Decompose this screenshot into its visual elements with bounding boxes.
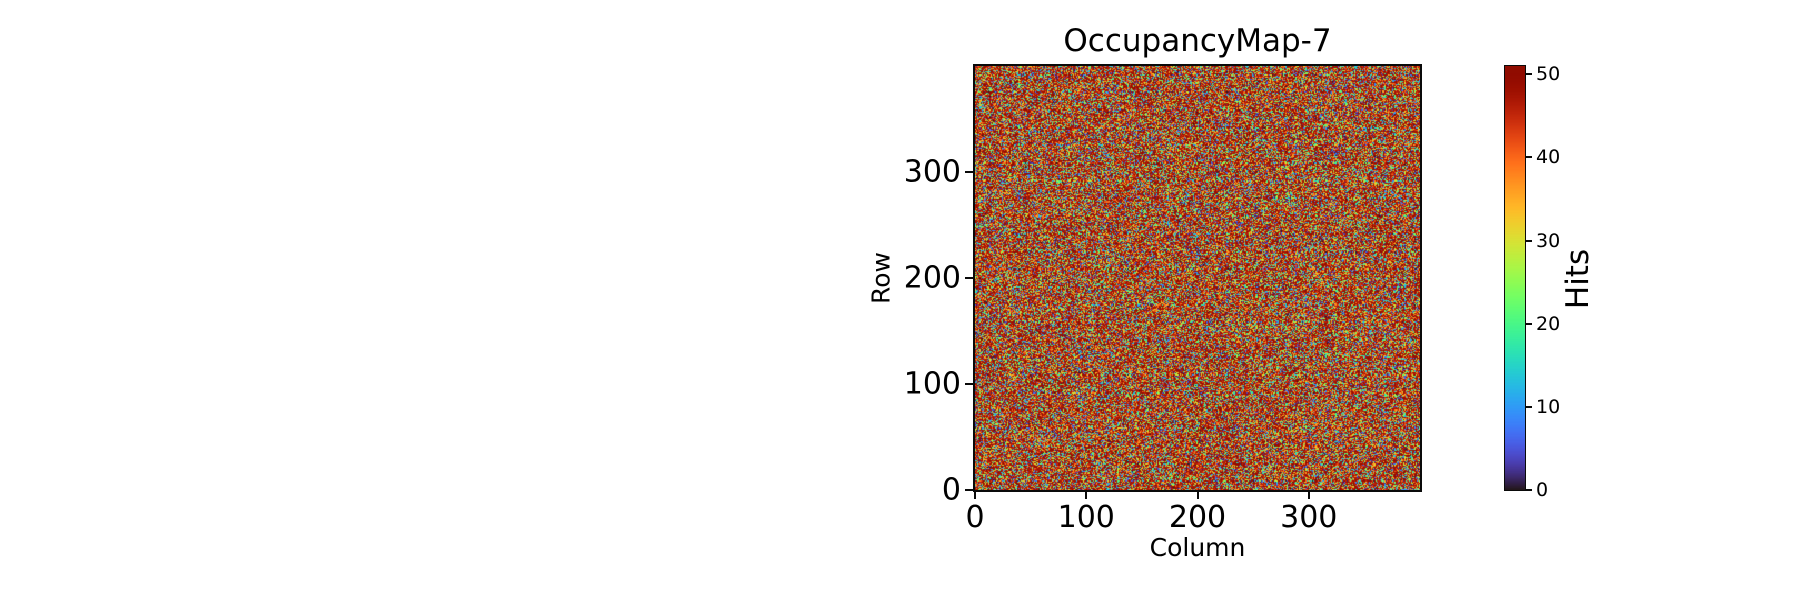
heatmap-axes bbox=[973, 64, 1422, 492]
colorbar-tick-label: 10 bbox=[1536, 395, 1561, 418]
colorbar-tick-label: 50 bbox=[1536, 63, 1561, 86]
colorbar-tick-mark bbox=[1526, 322, 1532, 325]
colorbar bbox=[1504, 65, 1526, 491]
x-tick-mark bbox=[1307, 491, 1310, 499]
y-tick-label: 0 bbox=[941, 472, 961, 508]
colorbar-tick-label: 20 bbox=[1536, 312, 1561, 335]
colorbar-canvas bbox=[1505, 66, 1525, 490]
y-axis-label: Row bbox=[866, 252, 896, 304]
y-tick-mark bbox=[965, 489, 973, 491]
x-tick-mark bbox=[1196, 491, 1199, 499]
colorbar-tick-label: 40 bbox=[1536, 146, 1561, 169]
y-tick-label: 100 bbox=[903, 366, 961, 402]
plot-title: OccupancyMap-7 bbox=[1063, 23, 1332, 59]
y-tick-mark bbox=[965, 277, 973, 279]
colorbar-tick-label: 30 bbox=[1536, 229, 1561, 252]
colorbar-tick-mark bbox=[1526, 156, 1532, 159]
colorbar-tick-mark bbox=[1526, 489, 1532, 491]
y-tick-mark bbox=[965, 171, 973, 173]
x-tick-label: 300 bbox=[1280, 500, 1338, 535]
colorbar-label: Hits bbox=[1560, 248, 1596, 310]
x-tick-mark bbox=[1085, 491, 1088, 499]
colorbar-tick-mark bbox=[1526, 405, 1532, 408]
colorbar-tick-mark bbox=[1526, 239, 1532, 242]
colorbar-tick-mark bbox=[1526, 73, 1532, 76]
x-tick-mark bbox=[974, 491, 976, 499]
y-tick-label: 300 bbox=[903, 154, 961, 190]
x-tick-label: 0 bbox=[965, 500, 985, 535]
colorbar-tick-label: 0 bbox=[1536, 479, 1549, 501]
x-tick-label: 100 bbox=[1057, 500, 1115, 535]
y-tick-mark bbox=[965, 383, 973, 385]
x-tick-label: 200 bbox=[1168, 500, 1227, 535]
heatmap-canvas bbox=[975, 66, 1420, 490]
x-axis-label: Column bbox=[1149, 533, 1246, 562]
y-tick-label: 200 bbox=[903, 260, 961, 296]
